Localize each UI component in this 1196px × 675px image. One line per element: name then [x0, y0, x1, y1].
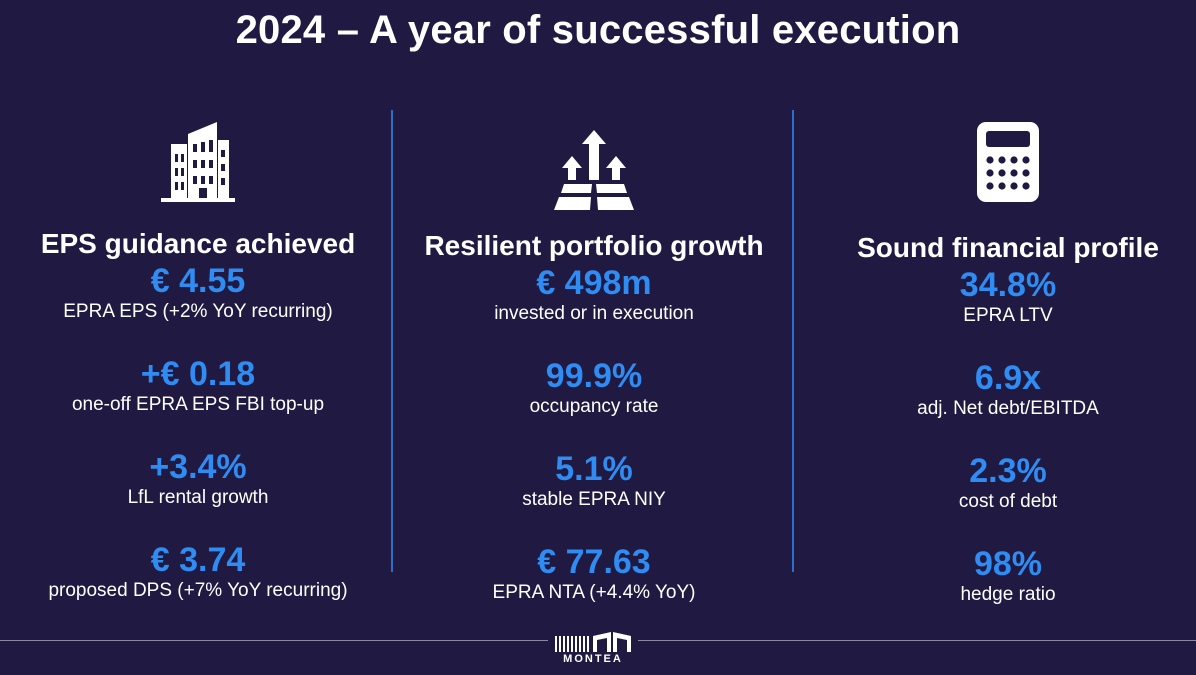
column-heading: Sound financial profile [857, 232, 1159, 263]
column-divider [391, 110, 393, 572]
metric-value: € 3.74 [150, 541, 246, 579]
metric-value: 2.3% [969, 452, 1047, 490]
metric-value: € 77.63 [537, 543, 651, 581]
metric-value: 34.8% [959, 266, 1057, 304]
metric-value: € 4.55 [150, 262, 246, 300]
column-portfolio-growth: Resilient portfolio growth € 498m invest… [404, 110, 784, 636]
metric-value: +3.4% [149, 448, 247, 486]
metric-epra-eps: € 4.55 EPRA EPS (+2% YoY recurring) [8, 262, 388, 355]
metric-epra-ltv: 34.8% EPRA LTV [818, 266, 1196, 359]
montea-logo-icon [555, 632, 631, 652]
metric-fbi-top-up: +€ 0.18 one-off EPRA EPS FBI top-up [8, 355, 388, 448]
metric-epra-niy: 5.1% stable EPRA NIY [404, 450, 784, 543]
metric-label: cost of debt [958, 491, 1058, 512]
metric-cost-of-debt: 2.3% cost of debt [818, 452, 1196, 545]
metric-value: 6.9x [974, 359, 1042, 397]
metric-invested: € 498m invested or in execution [404, 264, 784, 357]
metric-value: 99.9% [545, 357, 643, 395]
metric-label: one-off EPRA EPS FBI top-up [71, 394, 325, 415]
metric-value: 98% [973, 545, 1043, 583]
metric-hedge-ratio: 98% hedge ratio [818, 545, 1196, 638]
column-divider [792, 110, 794, 572]
metric-occupancy-rate: 99.9% occupancy rate [404, 357, 784, 450]
column-heading: EPS guidance achieved [40, 228, 356, 259]
building-icon [161, 122, 235, 202]
column-financial-profile: Sound financial profile 34.8% EPRA LTV 6… [818, 110, 1196, 638]
metric-value: +€ 0.18 [140, 355, 256, 393]
metric-label: EPRA EPS (+2% YoY recurring) [63, 301, 333, 322]
metric-label: occupancy rate [529, 396, 659, 417]
metric-net-debt-ebitda: 6.9x adj. Net debt/EBITDA [818, 359, 1196, 452]
metric-value: € 498m [536, 264, 652, 302]
metric-proposed-dps: € 3.74 proposed DPS (+7% YoY recurring) [8, 541, 388, 634]
calculator-icon [977, 122, 1039, 202]
metric-lfl-rental-growth: +3.4% LfL rental growth [8, 448, 388, 541]
metric-label: EPRA LTV [963, 305, 1053, 326]
metric-label: LfL rental growth [127, 487, 269, 508]
montea-logo: MONTEA [548, 630, 638, 672]
slide-title: 2024 – A year of successful execution [235, 8, 961, 52]
metric-label: adj. Net debt/EBITDA [917, 398, 1099, 419]
metric-label: invested or in execution [494, 303, 694, 324]
metric-label: proposed DPS (+7% YoY recurring) [48, 580, 348, 601]
metric-epra-nta: € 77.63 EPRA NTA (+4.4% YoY) [404, 543, 784, 636]
column-heading: Resilient portfolio growth [424, 230, 764, 261]
metric-label: stable EPRA NIY [522, 489, 666, 510]
metric-value: 5.1% [555, 450, 633, 488]
logo-text: MONTEA [563, 653, 623, 665]
column-eps-guidance: EPS guidance achieved € 4.55 EPRA EPS (+… [8, 110, 388, 634]
growth-arrows-icon [554, 130, 634, 210]
metric-label: EPRA NTA (+4.4% YoY) [492, 582, 696, 603]
metric-label: hedge ratio [960, 584, 1056, 605]
